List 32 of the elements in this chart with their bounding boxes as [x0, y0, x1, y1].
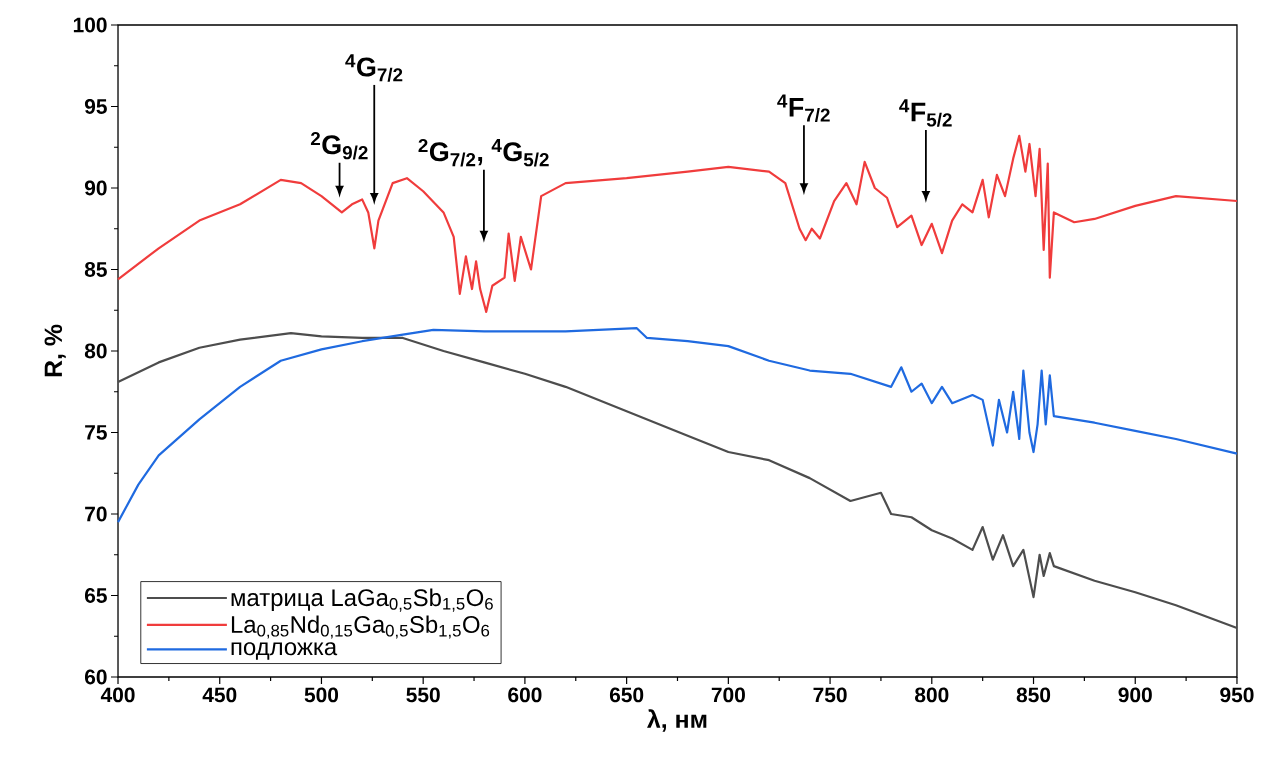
- x-tick-label: 900: [1118, 687, 1152, 703]
- x-tick-label: 700: [711, 687, 745, 703]
- annotation: $^{2}$G$_{9/2}$: [310, 131, 368, 160]
- y-tick-label: 90: [84, 180, 107, 196]
- legend-label: матрица LaGa$_{0,5}$Sb$_{1,5}$O$_{6}$: [231, 588, 493, 612]
- x-tick-label: 650: [609, 687, 644, 703]
- y-tick-label: 80: [84, 343, 107, 359]
- y-tick-label: 60: [84, 669, 107, 685]
- text: La$_{0,85}$Nd$_{0,15}$Ga$_{0,5}$Sb$_{1,5}$O$_{6}$: [231, 615, 490, 639]
- y-tick-label: 85: [84, 262, 107, 277]
- y-tick-label: 95: [84, 99, 107, 114]
- x-tick-label: 800: [915, 687, 949, 703]
- x-tick-label: 450: [202, 687, 237, 703]
- x-tick-label: 600: [508, 687, 542, 703]
- y-tick-label: 75: [85, 425, 107, 440]
- y-tick-label: 65: [84, 588, 107, 603]
- x-axis-title: λ, нм: [647, 709, 707, 732]
- y-axis-title: R, %: [44, 324, 66, 377]
- x-tick-label: 850: [1016, 687, 1051, 703]
- y-tick-label: 70: [85, 506, 107, 522]
- annotation: $^{4}$G$_{7/2}$: [345, 54, 403, 82]
- x-tick-label: 950: [1220, 687, 1254, 703]
- line-series: [116, 327, 1239, 524]
- y-tick-label: 100: [73, 17, 107, 33]
- x-tick-label: 750: [813, 687, 847, 703]
- x-tick-label: 500: [304, 687, 339, 703]
- legend-label: подложка: [231, 642, 338, 660]
- x-tick-label: 550: [406, 687, 440, 703]
- annotation: $^{4}$F$_{7/2}$: [777, 94, 830, 122]
- x-tick-label: 400: [100, 687, 135, 703]
- annotation: $^{4}$F$_{5/2}$: [899, 99, 952, 127]
- annotation: $^{2}$G$_{7/2}$, $^{4}$G$_{5/2}$: [418, 138, 549, 167]
